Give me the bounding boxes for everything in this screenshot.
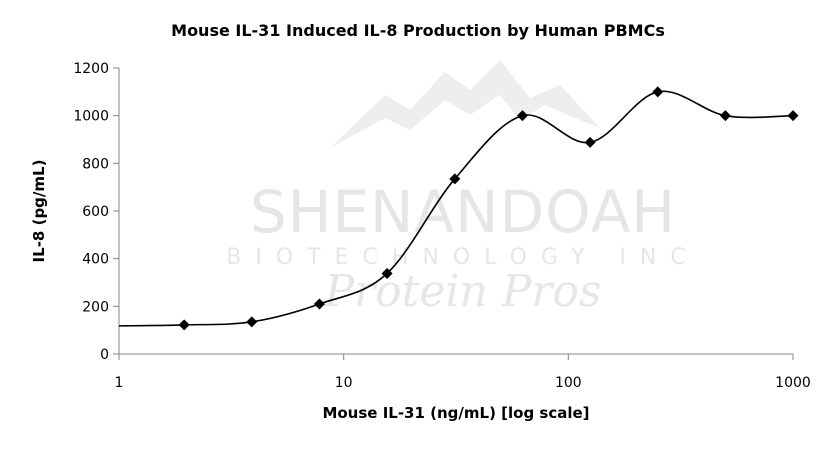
data-point-marker [787,110,799,122]
data-point-marker [449,173,461,185]
y-ticks: 0 200 400 600 800 1000 1200 [73,61,119,363]
watermark-line2: BIOTECHNOLOGY INC [226,245,699,270]
series [118,86,799,331]
chart-title: Mouse IL-31 Induced IL-8 Production by H… [171,21,665,40]
y-tick-label: 600 [82,204,109,220]
watermark-line3: Protein Pros [324,266,602,317]
x-tick-label: 1 [115,375,124,391]
data-point-marker [246,316,258,328]
watermark-mountain-icon [330,60,600,148]
data-point-marker [516,110,528,122]
data-point-marker [652,86,664,98]
x-axis-label: Mouse IL-31 (ng/mL) [log scale] [322,404,589,422]
watermark: SHENANDOAH BIOTECHNOLOGY INC Protein Pro… [226,60,699,317]
x-tick-label: 1000 [775,375,811,391]
x-tick-label: 10 [335,375,353,391]
y-tick-label: 800 [82,156,109,172]
data-point-marker [584,136,596,148]
watermark-line1: SHENANDOAH [250,178,676,246]
y-tick-label: 200 [82,299,109,315]
data-point-marker [313,298,325,310]
data-point-marker [381,267,393,279]
data-point-marker [719,110,731,122]
y-tick-label: 1200 [73,61,109,77]
y-tick-label: 1000 [73,109,109,125]
y-axis-label: IL-8 (pg/mL) [30,160,48,263]
y-tick-label: 0 [100,347,109,363]
x-ticks: 1 10 100 1000 [115,354,811,391]
y-tick-label: 400 [82,252,109,268]
data-point-marker [178,319,190,331]
x-tick-label: 100 [555,375,582,391]
